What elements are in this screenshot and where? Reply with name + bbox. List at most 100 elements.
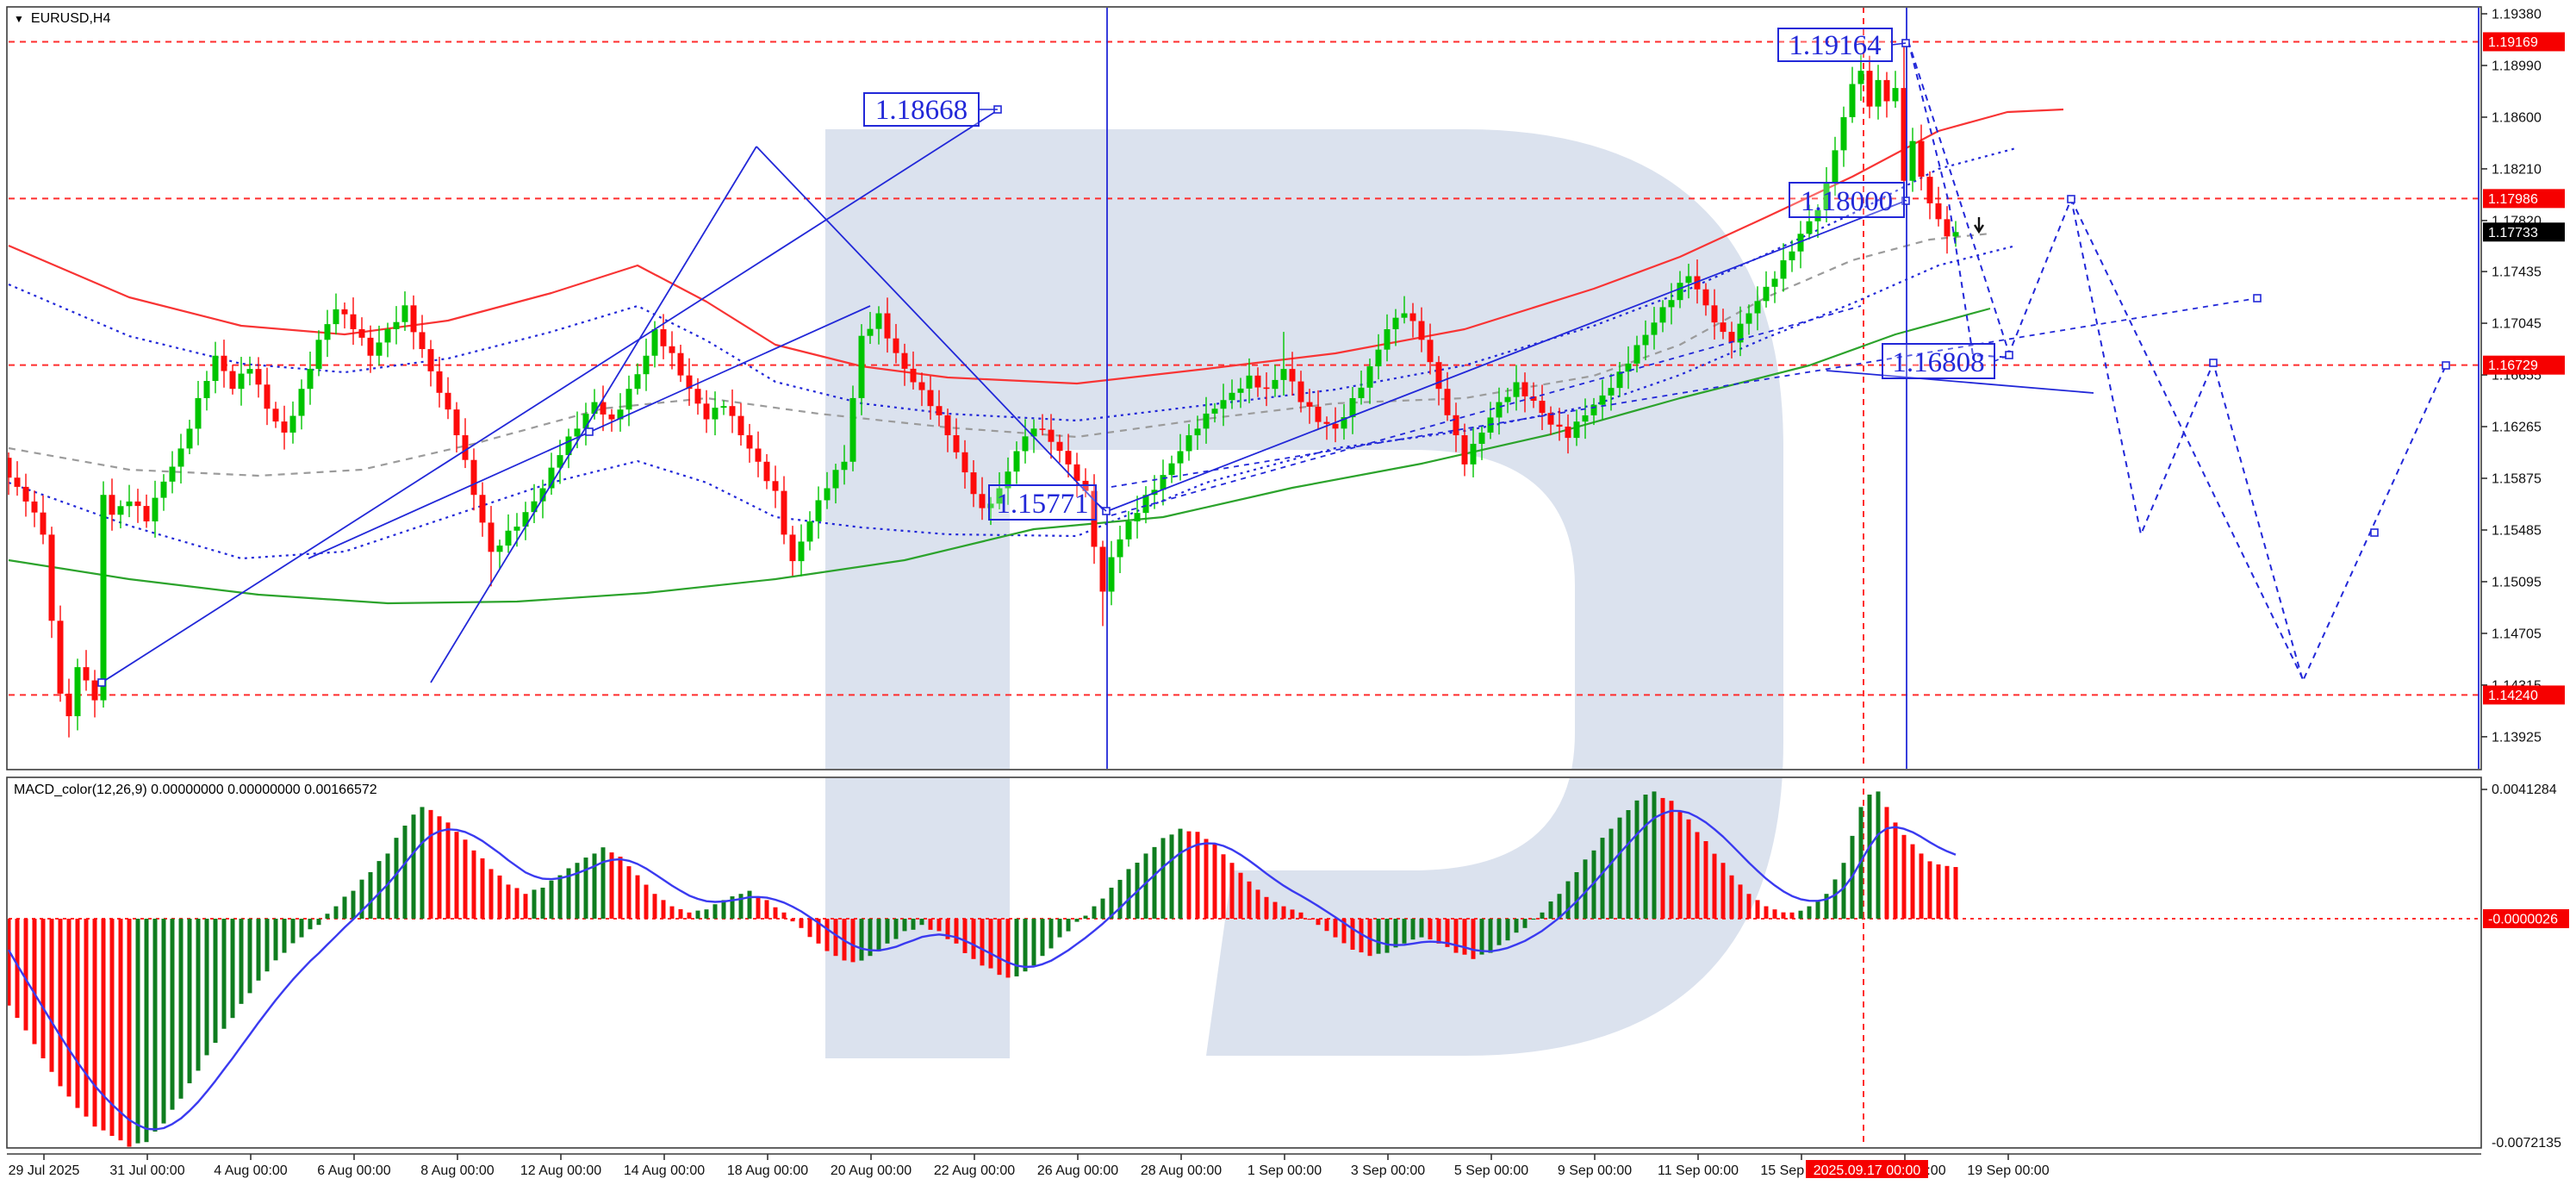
candle	[1254, 375, 1261, 388]
anchor-point	[2067, 195, 2075, 203]
candle	[1229, 392, 1235, 401]
candle	[1625, 363, 1632, 372]
candle	[1220, 400, 1227, 409]
candle	[1711, 305, 1718, 323]
macd-bar	[316, 919, 321, 926]
level-price-badge	[2483, 355, 2565, 375]
candle	[1832, 150, 1839, 184]
macd-bar	[1255, 889, 1260, 919]
price-annotation-box[interactable]	[1882, 343, 1995, 379]
candle	[1358, 387, 1365, 398]
candle	[14, 477, 21, 487]
candle	[720, 406, 727, 409]
candle	[1349, 397, 1356, 418]
candle	[1608, 388, 1615, 396]
watermark-logo	[825, 129, 1010, 769]
macd-bar	[652, 894, 657, 919]
macd-axis-label: -0.0072135	[2492, 1136, 2561, 1151]
badge-price-label: 1.17733	[2488, 226, 2538, 240]
macd-bar	[1204, 839, 1209, 919]
axis-time-label: 29 Jul 2025	[9, 1163, 80, 1178]
macd-bar	[1617, 817, 1622, 919]
trendline[interactable]	[101, 109, 999, 683]
price-annotation-label: 1.16808	[1892, 347, 1984, 378]
price-annotation-box[interactable]	[1777, 28, 1893, 62]
candle	[126, 501, 133, 507]
candle	[1211, 409, 1218, 414]
candle	[117, 506, 124, 515]
candle	[1789, 251, 1795, 261]
macd-bar	[1565, 881, 1571, 919]
macd-bar	[1117, 879, 1123, 919]
macd-bar	[1341, 919, 1347, 944]
price-annotation-box[interactable]	[863, 92, 980, 127]
macd-bar	[876, 919, 881, 951]
macd-bar	[1471, 919, 1476, 959]
macd-signal-line	[8, 809, 1957, 1131]
candle	[1099, 546, 1106, 592]
trendline[interactable]	[1826, 370, 2094, 394]
macd-bar	[1152, 846, 1157, 919]
zigzag-projection[interactable]	[2070, 198, 2304, 680]
macd-bar	[1212, 844, 1217, 919]
price-annotation-box[interactable]	[988, 484, 1097, 521]
macd-bar	[816, 919, 821, 944]
macd-bar	[549, 880, 554, 919]
candle	[531, 501, 538, 513]
candle	[65, 693, 72, 717]
candle	[281, 421, 288, 433]
candle	[858, 335, 865, 398]
candle	[884, 313, 891, 339]
candle	[1806, 221, 1813, 234]
candle	[177, 448, 184, 467]
macd-bar	[1178, 828, 1183, 919]
candle	[31, 501, 38, 513]
macd-zero-badge	[2483, 909, 2569, 928]
candle	[600, 402, 607, 415]
trendline[interactable]	[430, 146, 757, 683]
candle	[488, 522, 495, 552]
candle	[1272, 379, 1279, 390]
macd-bar	[523, 894, 528, 919]
macd-area	[8, 778, 2480, 1147]
trendline[interactable]	[1104, 200, 1907, 513]
candle	[1168, 463, 1175, 476]
axis-time-label: 19 Sep 00:00	[1967, 1163, 2049, 1178]
candle	[1280, 369, 1287, 380]
macd-bar	[299, 919, 304, 938]
candle	[815, 500, 822, 521]
candle	[1418, 321, 1425, 340]
candle	[1892, 88, 1899, 102]
chevron-down-icon[interactable]: ▼	[14, 13, 24, 25]
price-annotation-box[interactable]	[1789, 182, 1905, 218]
trendline[interactable]	[756, 146, 1106, 513]
macd-bar	[213, 919, 218, 1043]
axis-time-label: 26 Aug 00:00	[1037, 1163, 1118, 1178]
sell-arrow-icon	[1973, 217, 1985, 234]
candle	[1332, 423, 1339, 429]
candle	[324, 324, 331, 340]
macd-bar	[1169, 834, 1174, 919]
zigzag-projection[interactable]	[1907, 41, 2013, 359]
macd-bar	[84, 919, 89, 1117]
macd-bar	[256, 919, 261, 981]
candle	[1728, 332, 1735, 343]
macd-bar	[730, 896, 735, 919]
macd-bar	[144, 919, 149, 1143]
macd-bar	[514, 888, 520, 919]
candle	[367, 337, 374, 356]
macd-bar	[437, 816, 442, 919]
macd-bar	[1333, 919, 1338, 938]
candle	[669, 346, 675, 353]
macd-bar	[566, 868, 571, 919]
candle	[48, 534, 55, 621]
candle	[513, 527, 520, 531]
macd-bar	[1798, 910, 1803, 919]
macd-bar	[1755, 900, 1760, 919]
candle	[651, 328, 658, 356]
candle	[1022, 436, 1029, 452]
candle	[1323, 421, 1330, 424]
trendline-dashed[interactable]	[1111, 297, 2258, 488]
candle	[979, 494, 986, 508]
